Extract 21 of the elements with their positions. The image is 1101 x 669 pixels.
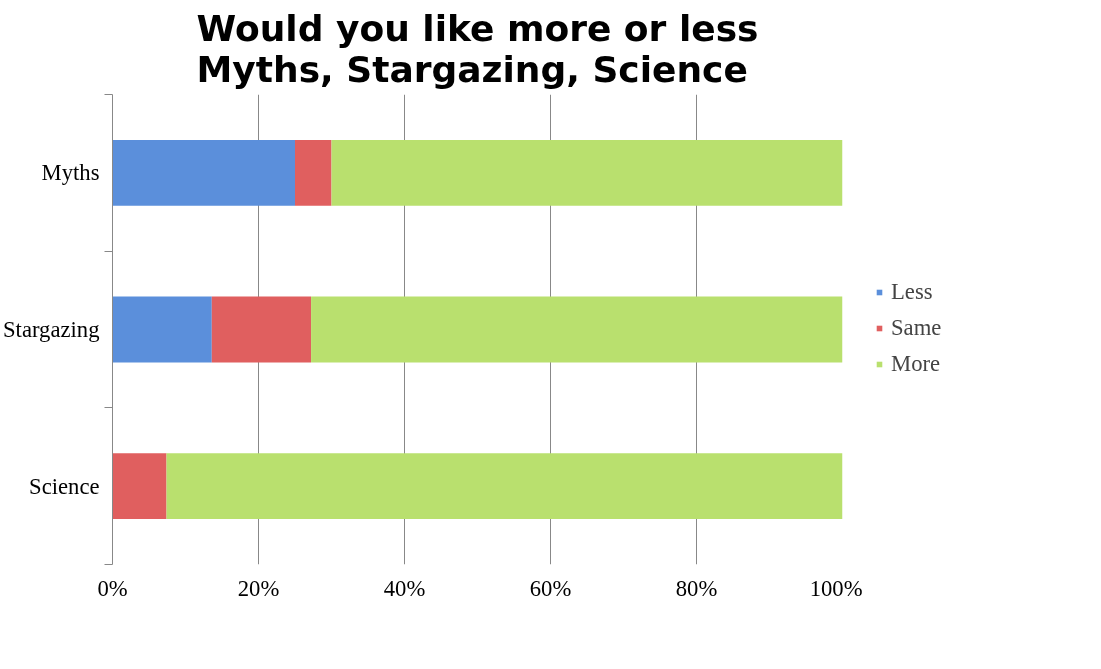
- bar: [112, 296, 212, 363]
- bar: [112, 453, 167, 520]
- x-tick-label: 60%: [529, 575, 572, 601]
- y-tick-label: Science: [29, 473, 100, 499]
- y-tick-label: Stargazing: [3, 317, 100, 342]
- x-tick-label: 0%: [97, 575, 128, 601]
- x-tick-label: 80%: [675, 575, 718, 601]
- x-tick-label: 20%: [237, 575, 280, 601]
- x-tick-label: 40%: [383, 575, 426, 601]
- bar: [166, 453, 843, 520]
- bar: [331, 139, 843, 206]
- y-tick-label: Myths: [41, 160, 100, 186]
- chart-title: Would you like more or less Myths, Stargazing, Science: [196, 7, 759, 90]
- x-tick-label: 100%: [809, 575, 863, 601]
- legend-label: Same: [891, 314, 942, 341]
- bar: [112, 139, 295, 206]
- bar: [295, 139, 332, 206]
- legend-label: Less: [891, 278, 933, 305]
- bar: [311, 296, 843, 363]
- bar: [211, 296, 312, 363]
- legend-label: More: [891, 350, 941, 377]
